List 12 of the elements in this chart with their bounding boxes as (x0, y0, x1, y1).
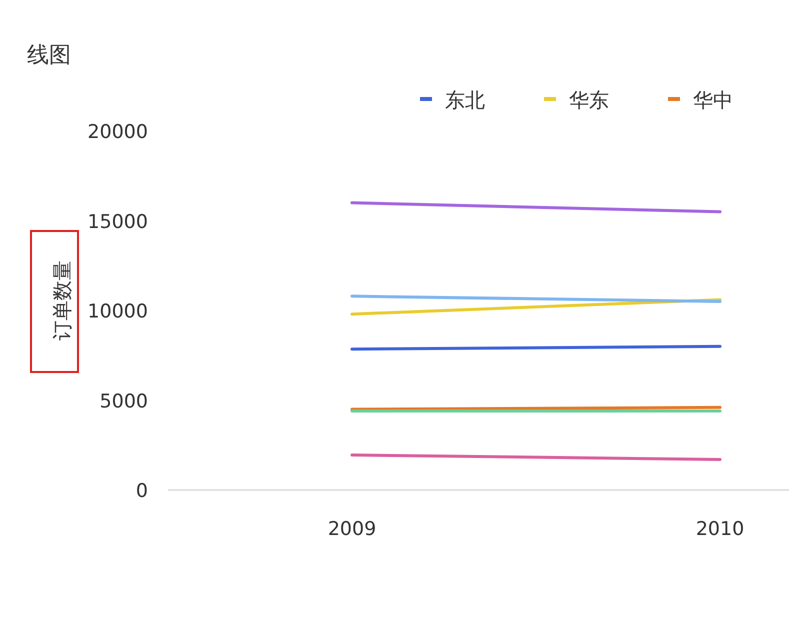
chart-title: 线图 (27, 43, 71, 68)
x-tick-label: 2009 (328, 518, 376, 540)
x-tick-label: 2010 (696, 518, 744, 540)
y-tick-label: 15000 (88, 210, 148, 233)
y-axis-title: 订单数量 (50, 260, 74, 340)
y-tick-label: 10000 (88, 300, 148, 322)
legend-label: 华东 (569, 88, 609, 112)
y-tick-label: 20000 (88, 121, 148, 143)
y-tick-label: 5000 (100, 390, 148, 412)
legend-label: 东北 (445, 88, 485, 112)
legend-label: 华中 (693, 88, 733, 112)
y-tick-label: 0 (136, 480, 148, 502)
